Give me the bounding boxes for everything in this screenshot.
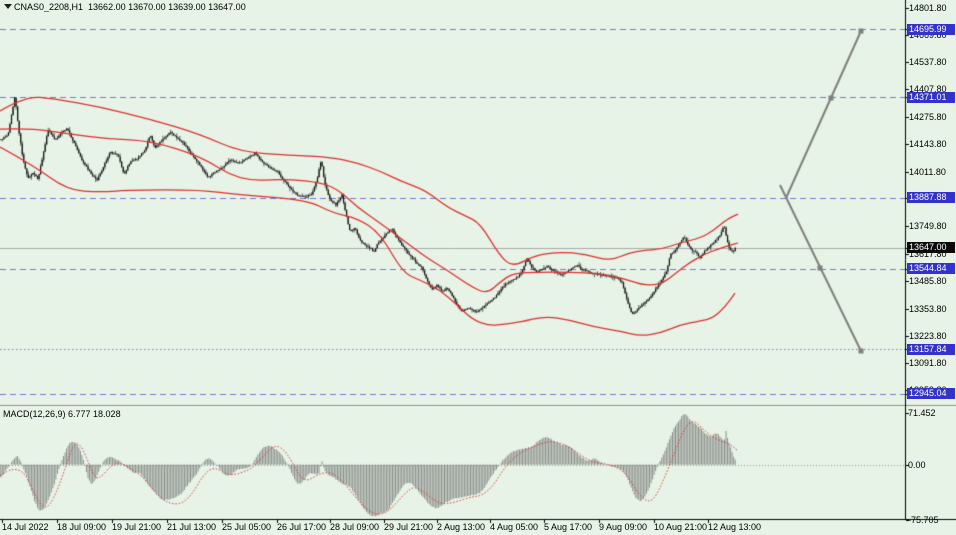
- time-tick-label: 4 Aug 05:00: [490, 522, 539, 532]
- time-tick-label: 29 Jul 21:00: [384, 522, 434, 532]
- price-level-label: 12945.04: [907, 388, 955, 400]
- price-tick-label: 13485.80: [909, 276, 947, 287]
- price-tick-label: 14801.80: [909, 2, 947, 13]
- collapse-triangle-icon[interactable]: [4, 4, 12, 9]
- macd-tick-label: 0.00: [908, 459, 926, 470]
- price-tick-label: 13749.80: [909, 221, 947, 232]
- price-level-label: 13157.84: [907, 343, 955, 355]
- time-tick-label: 18 Jul 09:00: [57, 522, 107, 532]
- time-tick-label: 25 Jul 05:00: [222, 522, 272, 532]
- symbol-info: CNAS0_2208,H1 13662.00 13670.00 13639.00…: [14, 2, 246, 12]
- current-price-label: 13647.00: [907, 242, 955, 254]
- price-tick-label: 14275.80: [909, 111, 947, 122]
- price-tick-label: 14407.80: [909, 84, 947, 95]
- macd-tick-label: 71.452: [908, 407, 936, 418]
- price-tick-label: 13091.80: [909, 358, 947, 368]
- price-tick-label: 13353.80: [909, 303, 947, 314]
- price-level-label: 14371.01: [907, 91, 955, 103]
- price-level-label: 13544.84: [907, 263, 955, 275]
- time-tick-label: 14 Jul 2022: [2, 522, 49, 532]
- time-tick-label: 9 Aug 09:00: [599, 522, 648, 532]
- time-tick-label: 28 Jul 09:00: [330, 522, 380, 532]
- price-tick-label: 13617.80: [909, 248, 947, 259]
- price-level-label: 14695.99: [907, 23, 955, 35]
- time-tick-label: 10 Aug 21:00: [654, 522, 708, 532]
- macd-indicator-label: MACD(12,26,9) 6.777 18.028: [3, 409, 121, 419]
- price-tick-label: 13223.80: [909, 330, 947, 341]
- price-tick-label: 14011.80: [909, 166, 946, 177]
- price-tick-label: 14143.80: [909, 139, 947, 150]
- time-tick-label: 26 Jul 17:00: [277, 522, 327, 532]
- time-tick-label: 19 Jul 21:00: [112, 522, 162, 532]
- time-tick-label: 5 Aug 17:00: [544, 522, 593, 532]
- time-tick-label: 2 Aug 13:00: [437, 522, 486, 532]
- price-level-label: 13887.88: [907, 192, 955, 203]
- macd-tick-label: -75.705: [908, 514, 939, 525]
- time-tick-label: 12 Aug 13:00: [708, 522, 762, 532]
- price-tick-label: 14537.80: [909, 57, 947, 68]
- time-tick-label: 21 Jul 13:00: [167, 522, 217, 532]
